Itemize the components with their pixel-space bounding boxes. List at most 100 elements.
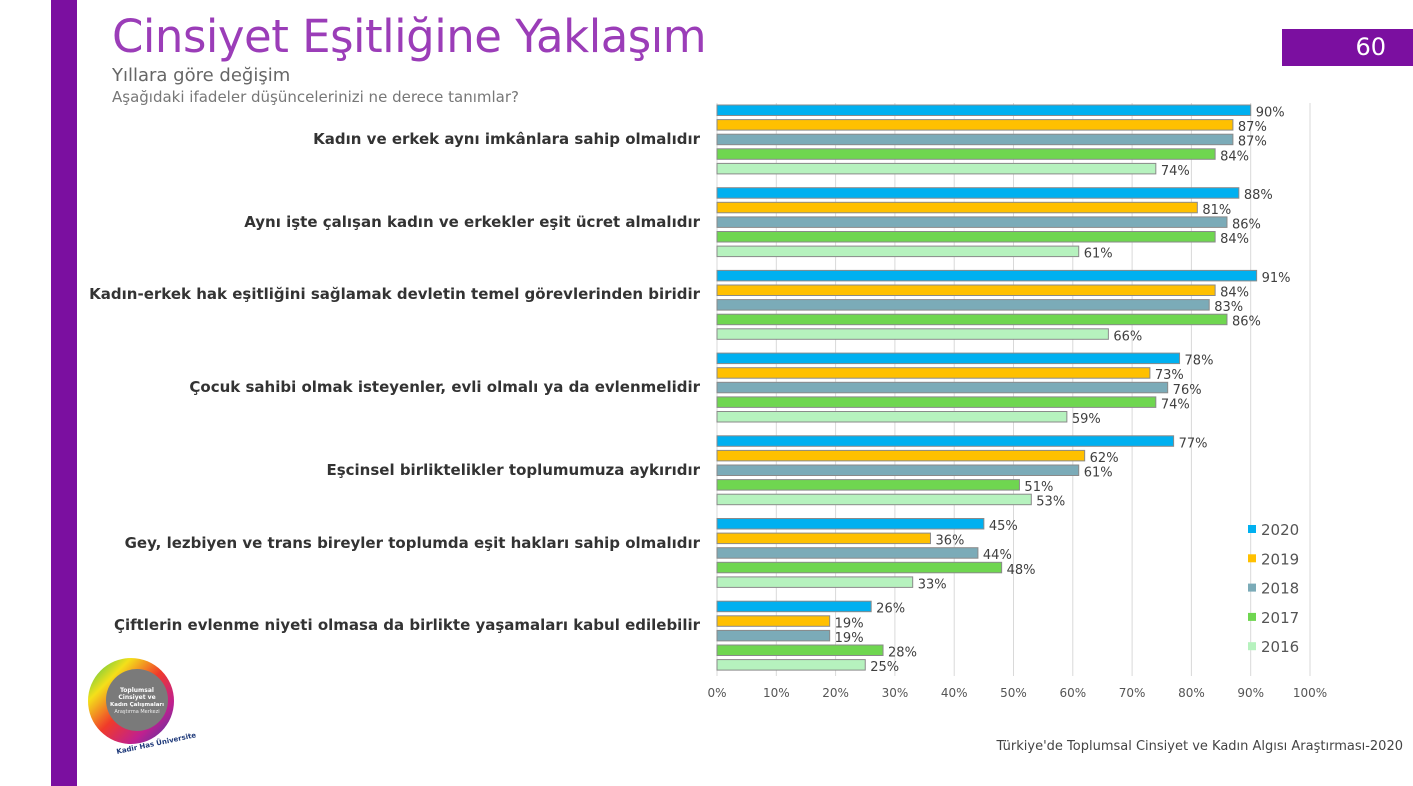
data-label: 19% [835,631,864,646]
category-label: Gey, lezbiyen ve trans bireyler toplumda… [124,533,700,552]
x-tick-label: 70% [1119,686,1146,700]
bar-2018 [716,464,1080,476]
legend-label: 2017 [1261,609,1299,627]
data-label: 77% [1179,436,1208,451]
legend-label: 2019 [1261,550,1299,568]
category-label: Çiftlerin evlenme niyeti olmasa da birli… [113,616,700,635]
data-label: 53% [1036,495,1065,510]
bar-2016 [716,576,914,588]
bar-2019 [716,119,1234,131]
data-label: 78% [1185,354,1214,369]
x-tick-label: 80% [1178,686,1205,700]
svg-text:Kadın Çalışmaları: Kadın Çalışmaları [110,702,164,708]
data-label: 84% [1220,232,1249,247]
bar-2018 [716,133,1234,146]
bar-2016 [716,659,866,671]
data-label: 25% [870,660,899,675]
bar-2016 [716,328,1109,340]
bar-2020 [716,269,1258,282]
bar-2018 [716,547,979,559]
category-label: Çocuk sahibi olmak isteyenler, evli olma… [189,378,700,397]
bar-2018 [716,629,831,642]
svg-text:Cinsiyet ve: Cinsiyet ve [118,694,155,701]
data-label: 28% [888,646,917,661]
bar-2016 [716,411,1068,423]
bar-2019 [716,284,1216,296]
category-label: Aynı işte çalışan kadın ve erkekler eşit… [244,212,700,231]
bar-2017 [716,231,1216,243]
bar-2016 [716,245,1080,258]
bar-2018 [716,216,1228,228]
x-tick-label: 20% [822,686,849,700]
category-label: Kadın ve erkek aynı imkânlara sahip olma… [313,130,700,148]
bar-2018 [716,299,1210,311]
bar-2020 [716,187,1240,199]
data-label: 90% [1256,106,1285,121]
bar-2019 [716,449,1086,462]
data-label: 26% [876,602,905,617]
source-footer: Türkiye'de Toplumsal Cinsiyet ve Kadın A… [996,739,1404,754]
x-tick-label: 0% [707,686,726,700]
page-title: Cinsiyet Eşitliğine Yaklaşım [112,10,707,63]
bar-2016 [716,493,1032,506]
data-label: 61% [1084,466,1113,481]
bar-2020 [716,435,1175,447]
legend-swatch [1248,554,1256,563]
left-accent-bar [51,0,77,786]
data-label: 83% [1214,300,1243,315]
bar-2017 [716,313,1228,326]
data-label: 86% [1232,217,1261,232]
data-label: 44% [983,548,1012,563]
data-label: 51% [1024,480,1053,495]
legend-label: 2020 [1261,521,1299,539]
data-label: 81% [1202,203,1231,218]
data-label: 19% [835,616,864,631]
x-tick-label: 100% [1293,686,1327,700]
svg-text:Toplumsal: Toplumsal [120,687,154,694]
bar-2020 [716,518,985,530]
bar-2020 [716,104,1252,116]
x-tick-label: 60% [1059,686,1086,700]
data-label: 61% [1084,247,1113,262]
data-label: 62% [1090,451,1119,466]
data-label: 33% [918,577,947,592]
data-label: 87% [1238,120,1267,135]
bar-2017 [716,479,1020,491]
svg-text:Araştırma Merkezi: Araştırma Merkezi [114,709,159,715]
x-tick-label: 40% [941,686,968,700]
legend-swatch [1248,583,1256,592]
kadir-has-logo: Toplumsal Cinsiyet ve Kadın Çalışmaları … [88,658,196,756]
survey-question: Aşağıdaki ifadeler düşüncelerinizi ne de… [112,88,519,106]
bar-2019 [716,615,831,627]
x-tick-label: 50% [1000,686,1027,700]
x-tick-label: 30% [882,686,909,700]
data-label: 36% [935,534,964,549]
legend-label: 2016 [1261,638,1299,656]
data-label: 84% [1220,286,1249,301]
bar-2016 [716,162,1157,175]
data-label: 76% [1173,383,1202,398]
data-label: 84% [1220,149,1249,164]
data-label: 86% [1232,315,1261,330]
data-label: 88% [1244,188,1273,203]
bar-2017 [716,561,1003,574]
page-subtitle: Yıllara göre değişim [112,65,291,86]
data-label: 74% [1161,164,1190,179]
data-label: 87% [1238,135,1267,150]
data-label: 45% [989,519,1018,534]
legend-swatch [1248,525,1256,533]
bar-2020 [716,352,1181,365]
bar-2017 [716,644,884,656]
bar-2019 [716,367,1151,379]
x-tick-label: 10% [763,686,790,700]
data-label: 59% [1072,412,1101,427]
page-number: 60 [1282,29,1413,66]
legend-swatch [1248,642,1256,651]
bar-2018 [716,381,1169,394]
legend-swatch [1248,612,1256,621]
legend-label: 2018 [1261,580,1299,598]
bar-2017 [716,396,1157,408]
bar-2020 [716,600,872,613]
category-label: Eşcinsel birliktelikler toplumumuza aykı… [326,460,700,479]
